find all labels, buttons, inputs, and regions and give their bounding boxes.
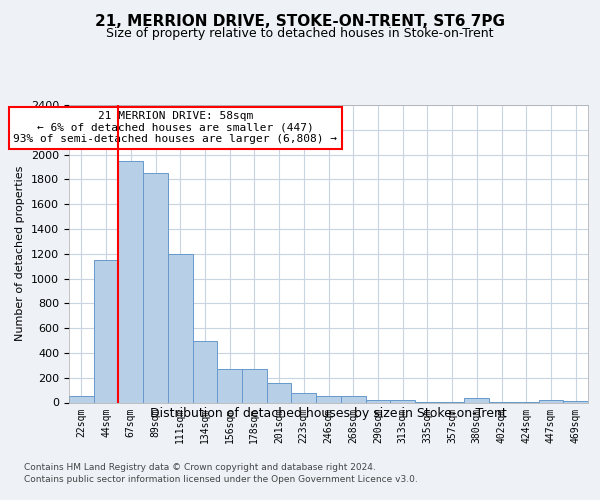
Bar [563, 400, 588, 402]
Bar [464, 398, 489, 402]
Bar [94, 260, 118, 402]
Bar [539, 400, 563, 402]
Bar [118, 161, 143, 402]
Bar [390, 400, 415, 402]
Y-axis label: Number of detached properties: Number of detached properties [16, 166, 25, 342]
Text: Distribution of detached houses by size in Stoke-on-Trent: Distribution of detached houses by size … [151, 408, 507, 420]
Bar [365, 400, 390, 402]
Text: 21, MERRION DRIVE, STOKE-ON-TRENT, ST6 7PG: 21, MERRION DRIVE, STOKE-ON-TRENT, ST6 7… [95, 14, 505, 29]
Bar [193, 340, 217, 402]
Text: 21 MERRION DRIVE: 58sqm
← 6% of detached houses are smaller (447)
93% of semi-de: 21 MERRION DRIVE: 58sqm ← 6% of detached… [13, 111, 337, 144]
Bar [341, 396, 365, 402]
Bar [242, 369, 267, 402]
Bar [143, 173, 168, 402]
Text: Contains public sector information licensed under the Open Government Licence v3: Contains public sector information licen… [24, 475, 418, 484]
Bar [217, 369, 242, 402]
Bar [69, 396, 94, 402]
Text: Size of property relative to detached houses in Stoke-on-Trent: Size of property relative to detached ho… [106, 28, 494, 40]
Text: Contains HM Land Registry data © Crown copyright and database right 2024.: Contains HM Land Registry data © Crown c… [24, 462, 376, 471]
Bar [267, 382, 292, 402]
Bar [316, 396, 341, 402]
Bar [168, 254, 193, 402]
Bar [292, 393, 316, 402]
